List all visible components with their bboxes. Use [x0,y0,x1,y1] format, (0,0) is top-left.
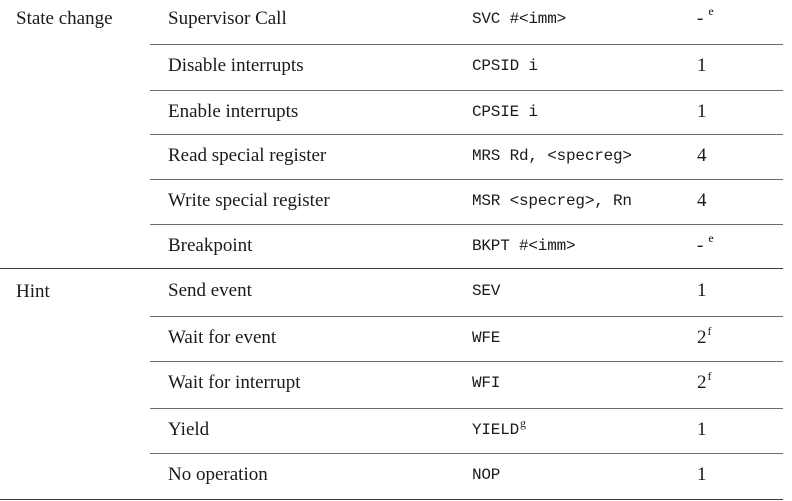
mnemonic-text: NOP [472,466,501,484]
cycles-footnote-marker: e [708,4,714,18]
table-row: Disable interrupts CPSID i 1 [0,44,792,90]
table-row: Wait for interrupt WFI 2f [0,361,792,408]
table-row: No operation NOP 1 [0,453,792,499]
row-divider [150,44,783,45]
mnemonic-cell: YIELDg [472,416,526,441]
mnemonic-cell: SEV [472,280,500,302]
mnemonic-cell: WFI [472,372,500,394]
table-row: Send event SEV 1 [0,268,792,316]
operation-cell: Write special register [168,190,330,211]
mnemonic-text: SVC #<imm> [472,10,567,28]
mnemonic-text: BKPT #<imm> [472,237,576,255]
row-divider [150,90,783,91]
cycles-cell: 2f [697,324,712,349]
row-divider [150,408,783,409]
mnemonic-cell: SVC #<imm> [472,8,566,30]
group-label: State change [16,8,113,29]
table-row: Supervisor Call SVC #<imm> - e [0,0,792,44]
mnemonic-text: MSR <specreg>, Rn [472,192,632,210]
mnemonic-cell: MSR <specreg>, Rn [472,190,632,212]
group-label: Hint [16,281,50,302]
cycles-cell: 1 [697,280,707,302]
cycles-cell: 1 [697,419,707,441]
row-divider [150,361,783,362]
cycles-value: 1 [697,464,707,485]
cycles-cell: 4 [697,145,707,167]
table-row: Yield YIELDg 1 [0,408,792,453]
group-divider [0,268,783,269]
cycles-cell: 4 [697,190,707,212]
mnemonic-cell: CPSID i [472,55,538,77]
cycles-value: 2 [697,327,707,348]
mnemonic-cell: MRS Rd, <specreg> [472,145,632,167]
cycles-value: 1 [697,101,707,122]
mnemonic-text: CPSID i [472,57,538,75]
operation-cell: Send event [168,280,252,301]
mnemonic-cell: WFE [472,327,500,349]
cycles-value: - [697,8,704,29]
mnemonic-text: MRS Rd, <specreg> [472,147,632,165]
row-divider [150,453,783,454]
cycles-cell: 1 [697,464,707,486]
row-divider [150,134,783,135]
mnemonic-text: SEV [472,282,501,300]
mnemonic-text: WFI [472,374,501,392]
row-divider [150,224,783,225]
mnemonic-footnote-marker: g [520,416,526,430]
cycles-value: 4 [697,190,707,211]
cycles-footnote-marker: e [708,231,714,245]
operation-cell: Wait for event [168,327,277,348]
cycles-cell: 1 [697,55,707,77]
cycles-cell: 1 [697,101,707,123]
operation-cell: Yield [168,419,210,440]
operation-cell: Enable interrupts [168,101,299,122]
cycles-cell: 2f [697,369,712,394]
cycles-cell: -e [697,232,714,257]
cycles-footnote-marker: f [707,324,712,338]
mnemonic-text: WFE [472,329,501,347]
cycles-footnote-marker: f [707,369,712,383]
table-row: Enable interrupts CPSIE i 1 [0,90,792,134]
table-row: Wait for event WFE 2f [0,316,792,361]
mnemonic-text: CPSIE i [472,103,538,121]
cycles-cell: -e [697,5,714,30]
mnemonic-cell: CPSIE i [472,101,538,123]
row-divider [150,316,783,317]
operation-cell: Supervisor Call [168,8,287,29]
table-row: Write special register MSR <specreg>, Rn 4 [0,179,792,224]
mnemonic-cell: BKPT #<imm> [472,235,576,257]
cycles-value: 1 [697,419,707,440]
operation-cell: No operation [168,464,268,485]
cycles-value: 2 [697,372,707,393]
cycles-value: 1 [697,55,707,76]
operation-cell: Wait for interrupt [168,372,301,393]
mnemonic-text: YIELD [472,421,520,439]
cycles-value: 1 [697,280,707,301]
operation-cell: Read special register [168,145,327,166]
table-row: Breakpoint BKPT #<imm> - e [0,224,792,268]
mnemonic-cell: NOP [472,464,500,486]
operation-cell: Disable interrupts [168,55,304,76]
group-divider [0,499,783,500]
operation-cell: Breakpoint [168,235,253,256]
row-divider [150,179,783,180]
cycles-value: 4 [697,145,707,166]
table-row: Read special register MRS Rd, <specreg> 4 [0,134,792,179]
cycles-value: - [697,235,704,256]
